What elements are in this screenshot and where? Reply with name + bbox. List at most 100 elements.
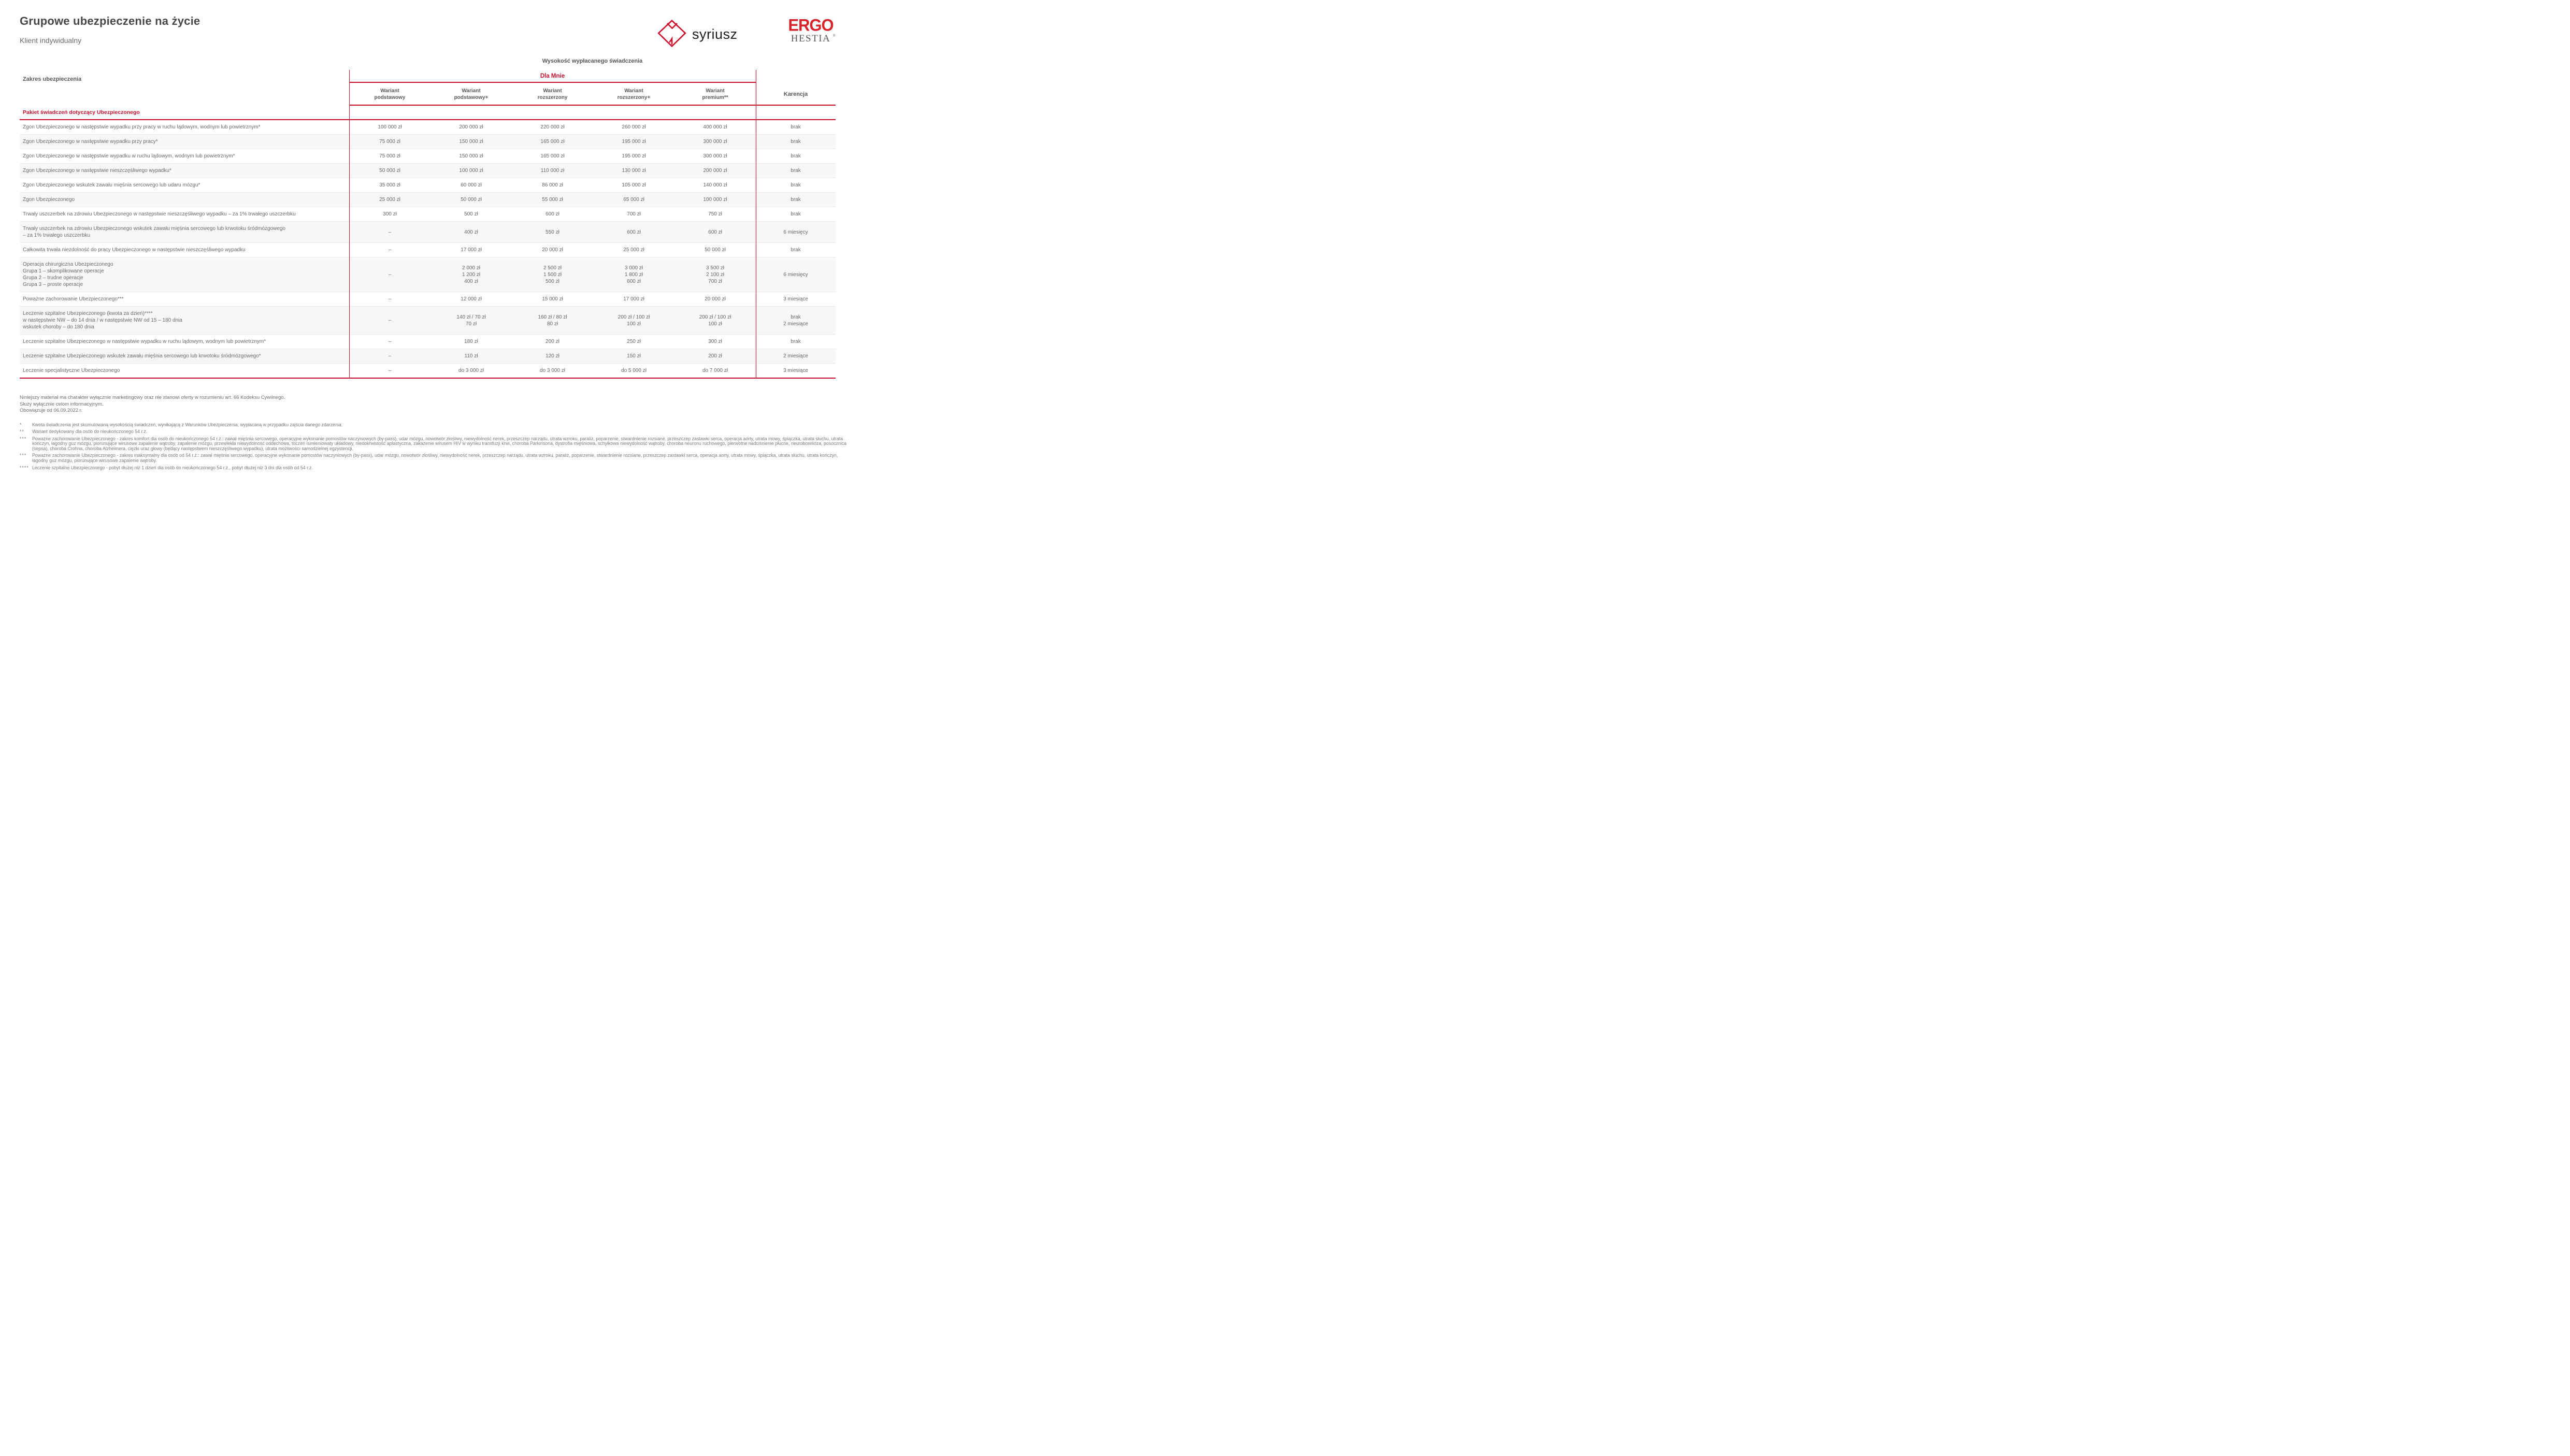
footnotes: * Kwota świadczenia jest skumulowaną wyso… (20, 422, 849, 472)
row-label: Leczenie specjalistyczne Ubezpieczonego (23, 368, 120, 373)
table-rows: Zgon Ubezpieczonego w następstwie wypadk… (20, 120, 836, 378)
value-cell: 110 000 zł (540, 168, 565, 174)
scope-column-header: Zakres ubezpieczenia (23, 76, 82, 82)
karencja-cell: brak (791, 339, 801, 344)
value-cell: 25 000 zł (379, 197, 400, 203)
row-label: Poważne zachorowanie Ubezpieczonego*** (23, 296, 124, 302)
karencja-cell: 3 miesiące (783, 296, 808, 302)
header-divider-line (349, 105, 836, 106)
value-cell: 17 000 zł (623, 296, 644, 302)
value-cell: 20 000 zł (705, 296, 726, 302)
footnote-marker: *** (20, 436, 27, 441)
footnote-text: Poważne zachorowanie Ubezpieczonego - za… (32, 436, 847, 452)
value-cell: 100 000 zł (703, 197, 727, 203)
table-row: Poważne zachorowanie Ubezpieczonego*** – 1… (20, 292, 836, 306)
variant-column-header-2: Wariant podstawowy+ (454, 88, 489, 100)
value-cell: 140 zł / 70 zł 70 zł (456, 314, 486, 327)
value-cell: 86 000 zł (542, 182, 563, 188)
row-label: Trwały uszczerbek na zdrowiu Ubezpieczon… (23, 211, 296, 217)
value-cell: do 3 000 zł (540, 368, 565, 373)
footnote-text: Leczenie szpitalne Ubezpieczonego - poby… (32, 465, 313, 470)
value-cell: 50 000 zł (705, 247, 726, 253)
value-cell: 140 000 zł (703, 182, 727, 188)
footnote-text: Wariant dedykowany dla osób do nieukończ… (32, 429, 148, 435)
table-row: Trwały uszczerbek na zdrowiu Ubezpieczon… (20, 207, 836, 221)
table-row: Leczenie specjalistyczne Ubezpieczonego –… (20, 363, 836, 378)
value-cell: 3 000 zł 1 800 zł 600 zł (624, 265, 643, 284)
row-label: Całkowita trwała niezdolność do pracy Ub… (23, 247, 246, 253)
value-cell: 180 zł (464, 339, 478, 344)
value-cell: 260 000 zł (622, 124, 646, 130)
table-row: Operacja chirurgiczna Ubezpieczonego Grup… (20, 257, 836, 292)
karencja-cell: brak (791, 197, 801, 203)
benefits-table: Zakres ubezpieczenia Dla Mnie Wariant pod… (20, 70, 836, 379)
karencja-cell: 6 miesięcy (783, 271, 808, 278)
value-cell: 65 000 zł (623, 197, 644, 203)
karencja-cell: 3 miesiące (783, 368, 808, 373)
value-cell: 400 000 zł (703, 124, 727, 130)
table-row: Zgon Ubezpieczonego wskutek zawału mięśn… (20, 178, 836, 192)
value-cell: 160 zł / 80 zł 80 zł (538, 314, 567, 327)
row-label: Leczenie szpitalne Ubezpieczonego wskute… (23, 353, 261, 359)
variant-column-header-5: Wariant premium** (702, 88, 728, 100)
value-cell: 165 000 zł (540, 153, 565, 159)
footnote-marker: *** (20, 453, 27, 458)
legal-notes: Niniejszy materiał ma charakter wyłączni… (20, 395, 285, 414)
karencja-cell: brak (791, 124, 801, 130)
value-cell: 15 000 zł (542, 296, 563, 302)
footnote: ** Wariant dedykowany dla osób do nieukoń… (20, 429, 849, 435)
row-label: Zgon Ubezpieczonego w następstwie wypadk… (23, 153, 235, 159)
value-cell: 700 zł (627, 211, 641, 217)
value-cell: 200 000 zł (703, 168, 727, 174)
karencja-cell: brak (791, 153, 801, 159)
value-cell: 400 zł (464, 229, 478, 235)
table-row: Leczenie szpitalne Ubezpieczonego wskute… (20, 349, 836, 363)
variant-column-header-1: Wariant podstawowy (374, 88, 406, 100)
value-cell: 100 000 zł (459, 168, 483, 174)
ergo-wordmark: ERGO (788, 16, 834, 35)
value-cell: 200 000 zł (459, 124, 483, 130)
value-cell: 600 zł (545, 211, 559, 217)
value-cell: 300 000 zł (703, 139, 727, 145)
karencja-cell: brak (791, 139, 801, 145)
value-cell: – (388, 247, 392, 253)
value-cell: 12 000 zł (461, 296, 482, 302)
footnote: *** Poważne zachorowanie Ubezpieczonego -… (20, 453, 849, 464)
footnote-text: Poważne zachorowanie Ubezpieczonego - za… (32, 453, 838, 464)
value-cell: 150 000 zł (459, 153, 483, 159)
footnote: **** Leczenie szpitalne Ubezpieczonego - … (20, 465, 849, 471)
hestia-wordmark: HESTIA ® (791, 33, 836, 44)
row-label: Leczenie szpitalne Ubezpieczonego w nast… (23, 339, 266, 344)
value-cell: 195 000 zł (622, 153, 646, 159)
benefit-amount-header: Wysokość wypłacanego świadczenia (542, 58, 643, 64)
value-cell: 20 000 zł (542, 247, 563, 253)
value-cell: 2 500 zł 1 500 zł 500 zł (543, 265, 562, 284)
value-cell: – (388, 271, 392, 278)
syriusz-logo: syriusz (657, 19, 738, 50)
value-cell: 300 zł (383, 211, 397, 217)
value-cell: 35 000 zł (379, 182, 400, 188)
group-header-dla-mnie: Dla Mnie (349, 70, 756, 83)
value-cell: do 3 000 zł (458, 368, 484, 373)
value-cell: 195 000 zł (622, 139, 646, 145)
table-row: Zgon Ubezpieczonego w następstwie nieszc… (20, 163, 836, 178)
syriusz-wordmark: syriusz (692, 26, 738, 42)
value-cell: 105 000 zł (622, 182, 646, 188)
row-label: Zgon Ubezpieczonego wskutek zawału mięśn… (23, 182, 200, 188)
table-bottom-border (20, 378, 836, 379)
value-cell: 2 000 zł 1 200 zł 400 zł (462, 265, 481, 284)
document-page: Grupowe ubezpieczenie na życie Klient in… (0, 0, 857, 485)
value-cell: do 5 000 zł (621, 368, 647, 373)
value-cell: 110 zł (464, 353, 478, 359)
value-cell: 75 000 zł (379, 139, 400, 145)
karencja-cell: brak (791, 211, 801, 217)
value-cell: – (388, 353, 392, 359)
value-cell: 100 000 zł (378, 124, 402, 130)
value-cell: 600 zł (708, 229, 722, 235)
section-header-row: Pakiet świadczeń dotyczący Ubezpieczoneg… (20, 106, 836, 120)
table-row: Zgon Ubezpieczonego w następstwie wypadk… (20, 149, 836, 163)
table-row: Zgon Ubezpieczonego w następstwie wypadk… (20, 120, 836, 134)
footnote-text: Kwota świadczenia jest skumulowaną wysok… (32, 422, 343, 427)
variant-column-header-4: Wariant rozszerzony+ (617, 88, 651, 100)
table-vertical-divider-left (349, 70, 350, 379)
